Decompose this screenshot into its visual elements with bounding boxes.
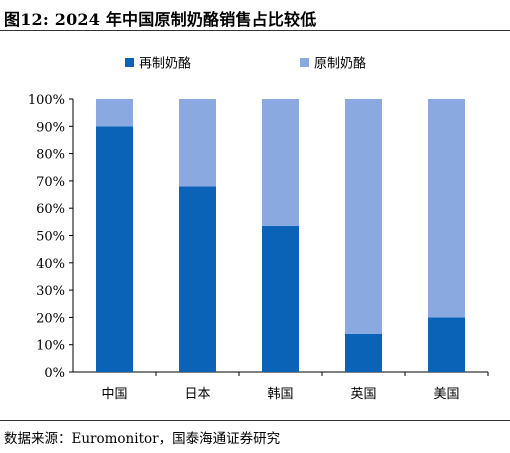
bar-natural bbox=[262, 99, 299, 226]
y-tick-label: 0% bbox=[44, 366, 65, 381]
bars bbox=[96, 99, 465, 372]
title-divider bbox=[0, 30, 510, 31]
y-tick-label: 80% bbox=[36, 148, 65, 163]
y-tick-label: 90% bbox=[36, 120, 65, 135]
source-note: 数据来源：Euromonitor，国泰海通证券研究 bbox=[4, 431, 281, 447]
x-tick-label: 中国 bbox=[101, 387, 127, 402]
legend-swatch bbox=[300, 58, 309, 67]
y-tick-label: 10% bbox=[36, 339, 65, 354]
y-tick-label: 40% bbox=[36, 257, 65, 272]
y-tick-label: 30% bbox=[36, 284, 65, 299]
bar-reprocessed bbox=[179, 186, 216, 372]
legend-label: 再制奶酪 bbox=[139, 56, 191, 72]
x-tick-label: 日本 bbox=[184, 387, 210, 402]
y-tick-label: 100% bbox=[28, 93, 65, 108]
bar-natural bbox=[428, 99, 465, 318]
legend-label: 原制奶酪 bbox=[314, 56, 366, 72]
x-tick-label: 美国 bbox=[433, 387, 459, 402]
x-tick-label: 韩国 bbox=[267, 387, 293, 402]
bar-reprocessed bbox=[345, 333, 382, 372]
y-tick-label: 20% bbox=[36, 311, 65, 326]
y-tick-label: 70% bbox=[36, 175, 65, 190]
bar-natural bbox=[345, 99, 382, 334]
bar-natural bbox=[179, 99, 216, 187]
stacked-bar-chart: 再制奶酪 原制奶酪 0% 10% 20% 30% 40% 50% 60% 70% 80% 90% 10… bbox=[28, 56, 489, 402]
bar-reprocessed bbox=[96, 126, 133, 372]
x-tick-label: 英国 bbox=[350, 387, 376, 402]
y-tick-label: 50% bbox=[36, 230, 65, 245]
axes: 0% 10% 20% 30% 40% 50% 60% 70% 80% 90% 100% 中国 日本 韩国 英… bbox=[28, 93, 489, 402]
legend-swatch bbox=[125, 58, 134, 67]
bar-natural bbox=[96, 99, 133, 127]
legend: 再制奶酪 原制奶酪 bbox=[125, 56, 366, 72]
bar-reprocessed bbox=[262, 225, 299, 372]
bar-reprocessed bbox=[428, 317, 465, 372]
y-tick-label: 60% bbox=[36, 202, 65, 217]
source-divider bbox=[0, 420, 510, 421]
chart-title: 图12: 2024 年中国原制奶酪销售占比较低 bbox=[4, 10, 317, 29]
